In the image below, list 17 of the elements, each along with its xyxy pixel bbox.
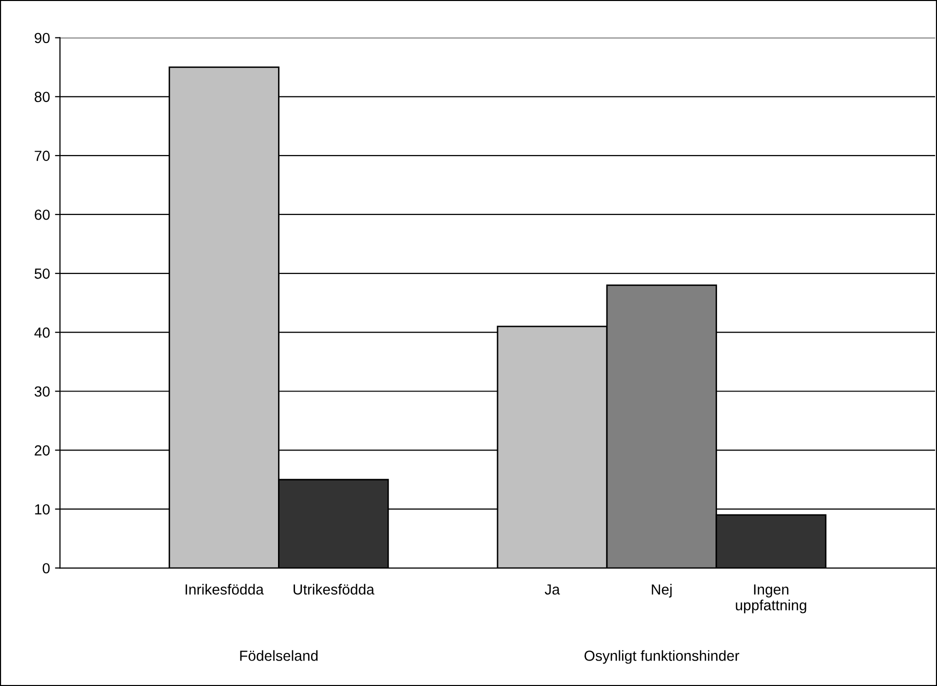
text: Födelseland: [240, 650, 318, 661]
y-tick-label: 0: [42, 563, 50, 574]
y-tick-label: 60: [34, 210, 50, 220]
y-tick-label: 30: [34, 386, 50, 397]
y-tick-label: 40: [34, 327, 50, 338]
text: Osynligt funktionshinder: [584, 650, 740, 664]
y-tick-label: 80: [34, 92, 50, 102]
y-tick-label: 50: [34, 268, 50, 279]
x-tick-label: Utrikesfödda: [294, 584, 374, 595]
x-tick-label: Ingen uppfattning: [736, 584, 806, 614]
x-tick-label: Inrikesfödda: [186, 584, 264, 595]
x-tick-label: Nej: [652, 584, 672, 598]
y-tick-label: 70: [34, 150, 50, 161]
y-tick-label: 20: [34, 445, 50, 456]
y-tick-label: 10: [35, 504, 50, 515]
y-tick-label: 90: [34, 32, 50, 44]
x-tick-label: Ja: [544, 584, 560, 595]
